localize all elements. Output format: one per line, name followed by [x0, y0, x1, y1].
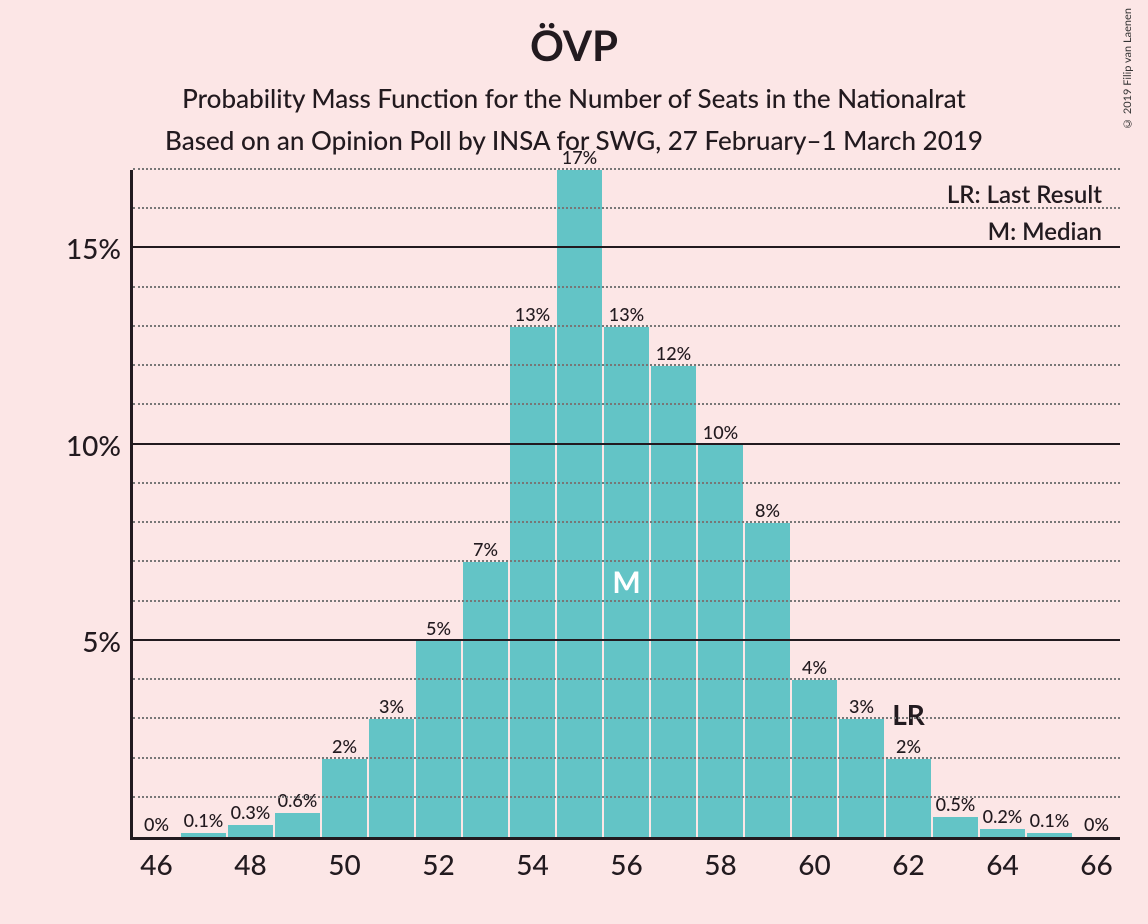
x-axis-label: 62	[892, 847, 924, 881]
bar: 4%	[792, 680, 837, 837]
bar-slot: 0.1%	[181, 170, 226, 837]
bar-slot: 5%	[416, 170, 461, 837]
x-axis-label: 58	[704, 847, 736, 881]
bar-value-label: 4%	[802, 656, 827, 678]
bar: 0.6%	[275, 813, 320, 837]
bar-value-label: 0.1%	[184, 809, 224, 831]
grid-minor-line	[133, 678, 1120, 680]
x-axis-label: 60	[798, 847, 830, 881]
bar: 2%	[322, 759, 367, 837]
bar-slot: 0%	[134, 170, 179, 837]
bar-slot: 13%	[510, 170, 555, 837]
bar-value-label: 3%	[849, 695, 874, 717]
grid-major-line	[133, 246, 1120, 248]
y-axis-label: 5%	[82, 624, 121, 658]
bar-slot: 0.2%	[980, 170, 1025, 837]
bar-slot: 2%	[322, 170, 367, 837]
bar-value-label: 8%	[755, 499, 780, 521]
y-axis-label: 10%	[66, 428, 121, 462]
bar-value-label: 12%	[656, 342, 691, 364]
bar: 2%LR	[886, 759, 931, 837]
grid-minor-line	[133, 364, 1120, 366]
grid-minor-line	[133, 521, 1120, 523]
bar-slot: 13% M	[604, 170, 649, 837]
bar-value-label: 0.3%	[231, 801, 271, 823]
bar: 5%	[416, 641, 461, 837]
bar-value-label: 0.2%	[983, 805, 1023, 827]
x-axis-label: 52	[422, 847, 454, 881]
pmf-bar-chart: LR: Last Result M: Median 0%0.1%0.3%0.6%…	[60, 170, 1120, 890]
bar: 3%	[369, 719, 414, 837]
bar-slot: 8%	[745, 170, 790, 837]
bar-value-label: 3%	[379, 695, 404, 717]
bar-value-label: 5%	[426, 617, 451, 639]
grid-minor-line	[133, 286, 1120, 288]
bar-slot: 2% LR	[886, 170, 931, 837]
bar-slot: 4%	[792, 170, 837, 837]
y-axis-label: 15%	[66, 231, 121, 265]
bar: 0.1%	[1027, 833, 1072, 837]
grid-minor-line	[133, 796, 1120, 798]
bar-value-label: 0.1%	[1030, 809, 1070, 831]
bar-slot: 0%	[1074, 170, 1119, 837]
grid-minor-line	[133, 560, 1120, 562]
grid-minor-line	[133, 600, 1120, 602]
copyright-text: © 2019 Filip van Laenen	[1121, 8, 1134, 130]
bar: 10%	[698, 445, 743, 837]
bar: 0.2%	[980, 829, 1025, 837]
bar-value-label: 17%	[562, 146, 597, 168]
bar-value-label: 13%	[609, 303, 644, 325]
grid-major-line	[133, 639, 1120, 641]
grid-major-line	[133, 443, 1120, 445]
bar: 3%	[839, 719, 884, 837]
grid-minor-line	[133, 482, 1120, 484]
x-axis-label: 64	[986, 847, 1018, 881]
x-axis-label: 46	[140, 847, 172, 881]
bar-slot: 10%	[698, 170, 743, 837]
grid-minor-line	[133, 403, 1120, 405]
bar-slot: 7%	[463, 170, 508, 837]
bar-value-label: 0%	[144, 813, 169, 835]
bar-slot: 17%	[557, 170, 602, 837]
bar-slot: 3%	[839, 170, 884, 837]
bar: 12%	[651, 366, 696, 837]
bar-value-label: 10%	[703, 421, 738, 443]
bar-value-label: 2%	[896, 735, 921, 757]
bar: 0.1%	[181, 833, 226, 837]
bar-value-label: 0%	[1084, 813, 1109, 835]
median-marker: M	[612, 564, 640, 600]
last-result-marker: LR	[892, 697, 925, 731]
bar-slot: 0.5%	[933, 170, 978, 837]
bar: 17%	[557, 170, 602, 837]
x-axis-label: 56	[610, 847, 642, 881]
bar: 8%	[745, 523, 790, 837]
x-axis-label: 54	[516, 847, 548, 881]
chart-title: ÖVP	[0, 20, 1148, 70]
grid-minor-line	[133, 757, 1120, 759]
x-axis-label: 66	[1080, 847, 1112, 881]
bar-slot: 0.6%	[275, 170, 320, 837]
grid-minor-line	[133, 717, 1120, 719]
bar-value-label: 0.6%	[278, 789, 318, 811]
grid-minor-line	[133, 207, 1120, 209]
bar: 0.3%	[228, 825, 273, 837]
bar-value-label: 2%	[332, 735, 357, 757]
bar-slot: 3%	[369, 170, 414, 837]
bar-value-label: 7%	[473, 538, 498, 560]
grid-minor-line	[133, 168, 1120, 170]
x-axis-label: 48	[234, 847, 266, 881]
bar-slot: 0.1%	[1027, 170, 1072, 837]
bar: 0.5%	[933, 817, 978, 837]
bar-slot: 0.3%	[228, 170, 273, 837]
chart-subtitle-1: Probability Mass Function for the Number…	[0, 82, 1148, 114]
x-axis-label: 50	[328, 847, 360, 881]
grid-minor-line	[133, 325, 1120, 327]
bar-slot: 12%	[651, 170, 696, 837]
bar-value-label: 13%	[515, 303, 550, 325]
